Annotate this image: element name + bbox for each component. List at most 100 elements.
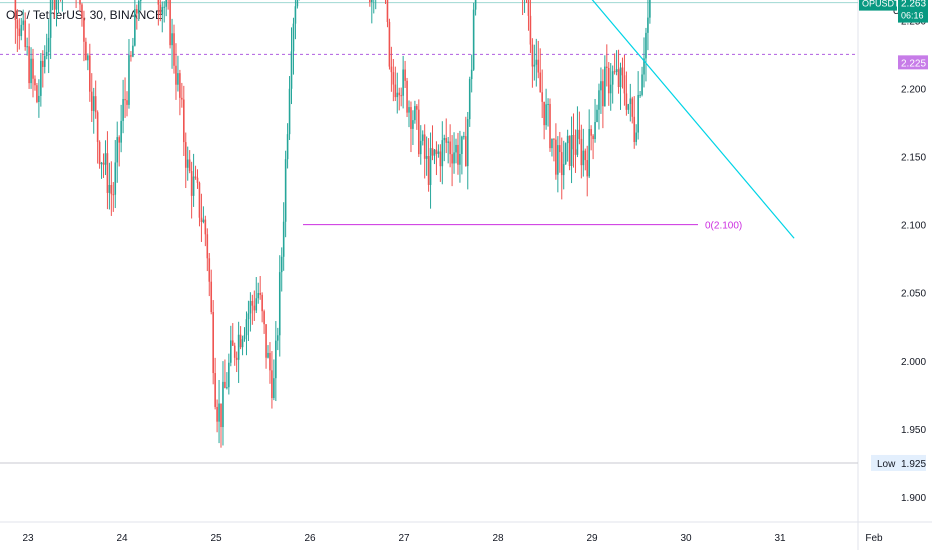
candle-body [102, 162, 105, 165]
y-tick-label: 2.050 [901, 289, 926, 300]
candle-body [606, 66, 608, 68]
candle-body [582, 150, 585, 166]
candle-body [586, 160, 589, 177]
x-tick-label: 29 [586, 533, 598, 544]
x-tick-label: 23 [22, 533, 34, 544]
candle-body [249, 300, 252, 314]
candle-body [419, 140, 422, 155]
countdown-value: 06:16 [901, 11, 924, 21]
candle-body [161, 7, 164, 15]
x-tick-label: 27 [398, 533, 410, 544]
candle-body [192, 176, 195, 196]
candle-body [132, 45, 134, 57]
candle-body [204, 219, 207, 235]
candle-body [210, 281, 213, 313]
candle-body [602, 81, 604, 107]
candle-body [578, 129, 581, 139]
candle-body [106, 153, 109, 193]
candle-body [231, 340, 234, 346]
candle-body [255, 298, 258, 311]
candle-body [408, 107, 410, 113]
candle-body [237, 334, 240, 360]
candle-body [159, 4, 162, 15]
y-tick-label: 2.200 [901, 84, 926, 95]
candle-body [257, 292, 260, 299]
candle-body [263, 311, 265, 325]
candle-body [261, 294, 263, 312]
candle-body [253, 305, 256, 311]
candle-body [220, 403, 222, 428]
candle-body [449, 141, 451, 155]
candle-body [288, 88, 291, 135]
candle-body [437, 151, 440, 154]
candle-body [269, 352, 271, 371]
candle-body [643, 58, 645, 75]
last-price-value: 2.263 [901, 0, 926, 10]
candle-body [641, 74, 643, 95]
candle-body [55, 0, 58, 10]
candle-body [224, 381, 226, 388]
candle-body [609, 84, 612, 94]
candle-body [43, 56, 46, 67]
candle-body [163, 6, 166, 8]
candle-body [596, 109, 598, 123]
candle-body [529, 15, 532, 45]
candle-body [541, 92, 543, 102]
candle-body [179, 73, 181, 98]
candle-body [290, 51, 293, 89]
x-tick-label: Feb [865, 533, 883, 544]
candle-body [396, 92, 399, 98]
candle-body [607, 67, 610, 94]
candle-body [136, 9, 138, 14]
candle-body [631, 98, 634, 117]
candle-body [562, 164, 565, 176]
candle-body [463, 136, 465, 138]
candle-body [42, 60, 44, 67]
candle-body [386, 0, 389, 23]
candle-body [206, 234, 209, 259]
candle-body [611, 71, 614, 85]
candle-body [200, 217, 203, 223]
candle-body [533, 64, 536, 67]
candle-body [400, 95, 402, 97]
candle-body [53, 0, 56, 10]
candle-body [580, 138, 583, 166]
candle-body [34, 78, 36, 86]
symbol-tag-box [859, 0, 897, 11]
candle-body [277, 335, 279, 341]
candle-body [208, 258, 211, 282]
candle-body [40, 60, 42, 96]
candle-body [629, 98, 632, 105]
candle-body [615, 69, 618, 72]
candle-body [457, 144, 459, 165]
candle-body [47, 37, 50, 52]
candle-body [425, 156, 428, 159]
candle-body [275, 340, 277, 379]
candle-body [98, 141, 101, 165]
symbol-tag: OPUSDT [862, 0, 900, 9]
candle-body [175, 65, 177, 85]
candle-body [559, 145, 561, 153]
x-tick-label: 28 [492, 533, 504, 544]
low-label: Low [877, 459, 896, 470]
candle-body [617, 69, 620, 88]
candle-body [233, 345, 236, 358]
candle-body [198, 182, 201, 218]
candle-body [402, 69, 404, 96]
x-tick-label: 31 [774, 533, 786, 544]
candle-body [177, 73, 179, 85]
candle-body [190, 171, 193, 196]
candle-body [427, 156, 430, 185]
candle-body [273, 378, 275, 399]
candle-body [96, 112, 99, 142]
candle-body [412, 120, 414, 129]
candle-body [296, 0, 299, 7]
candle-body [183, 99, 185, 143]
candle-body [410, 107, 412, 129]
candle-body [647, 17, 649, 33]
candle-body [461, 136, 463, 154]
candle-body [549, 103, 551, 149]
candle-body [441, 140, 444, 167]
